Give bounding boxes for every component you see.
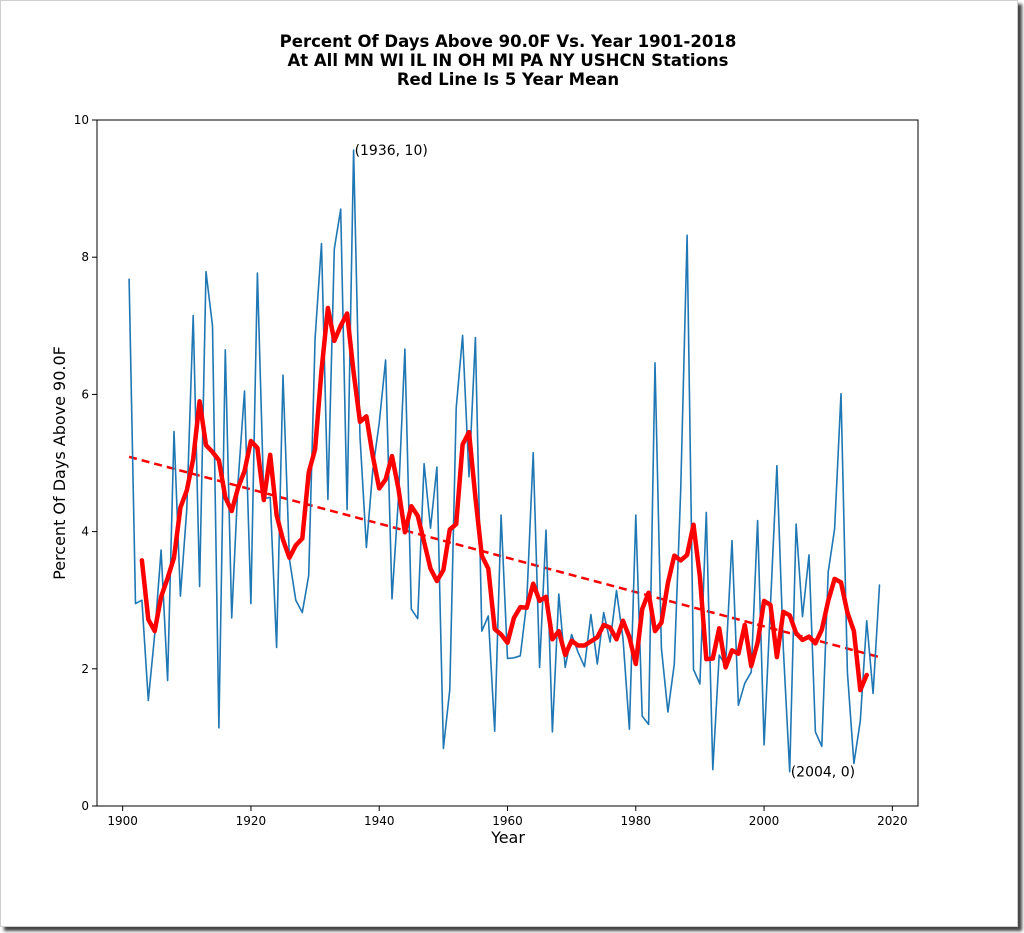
x-tick-label: 2020 [877,814,908,828]
annotations: (1936, 10) (2004, 0) [355,143,856,781]
x-tick-label: 1980 [621,814,652,828]
x-tick-label: 2000 [749,814,780,828]
chart-title-line-2: At All MN WI IL IN OH MI PA NY USHCN Sta… [288,51,729,70]
plot-area [128,149,881,773]
y-tick-label: 2 [81,662,89,676]
x-axis-label: Year [490,828,525,847]
y-tick-label: 8 [81,250,89,264]
point-annotation: (2004, 0) [791,765,855,781]
x-axis: 1900 1920 1940 1960 1980 2000 2020 [107,806,908,828]
x-tick-label: 1960 [492,814,523,828]
x-tick-label: 1900 [107,814,138,828]
y-tick-label: 4 [81,525,89,539]
x-tick-label: 1940 [364,814,395,828]
series-line-mean [139,305,869,693]
trend-line [128,455,880,659]
y-tick-label: 10 [74,113,89,127]
y-axis: 0 2 4 6 8 10 [74,113,97,813]
y-tick-label: 6 [81,387,89,401]
y-axis-label: Percent Of Days Above 90.0F [50,346,69,580]
x-tick-label: 1920 [236,814,267,828]
point-annotation: (1936, 10) [355,143,428,159]
series-line-annual [128,149,881,773]
chart-title-line-1: Percent Of Days Above 90.0F Vs. Year 190… [280,32,737,51]
chart-title-line-3: Red Line Is 5 Year Mean [397,70,619,89]
y-tick-label: 0 [81,799,89,813]
